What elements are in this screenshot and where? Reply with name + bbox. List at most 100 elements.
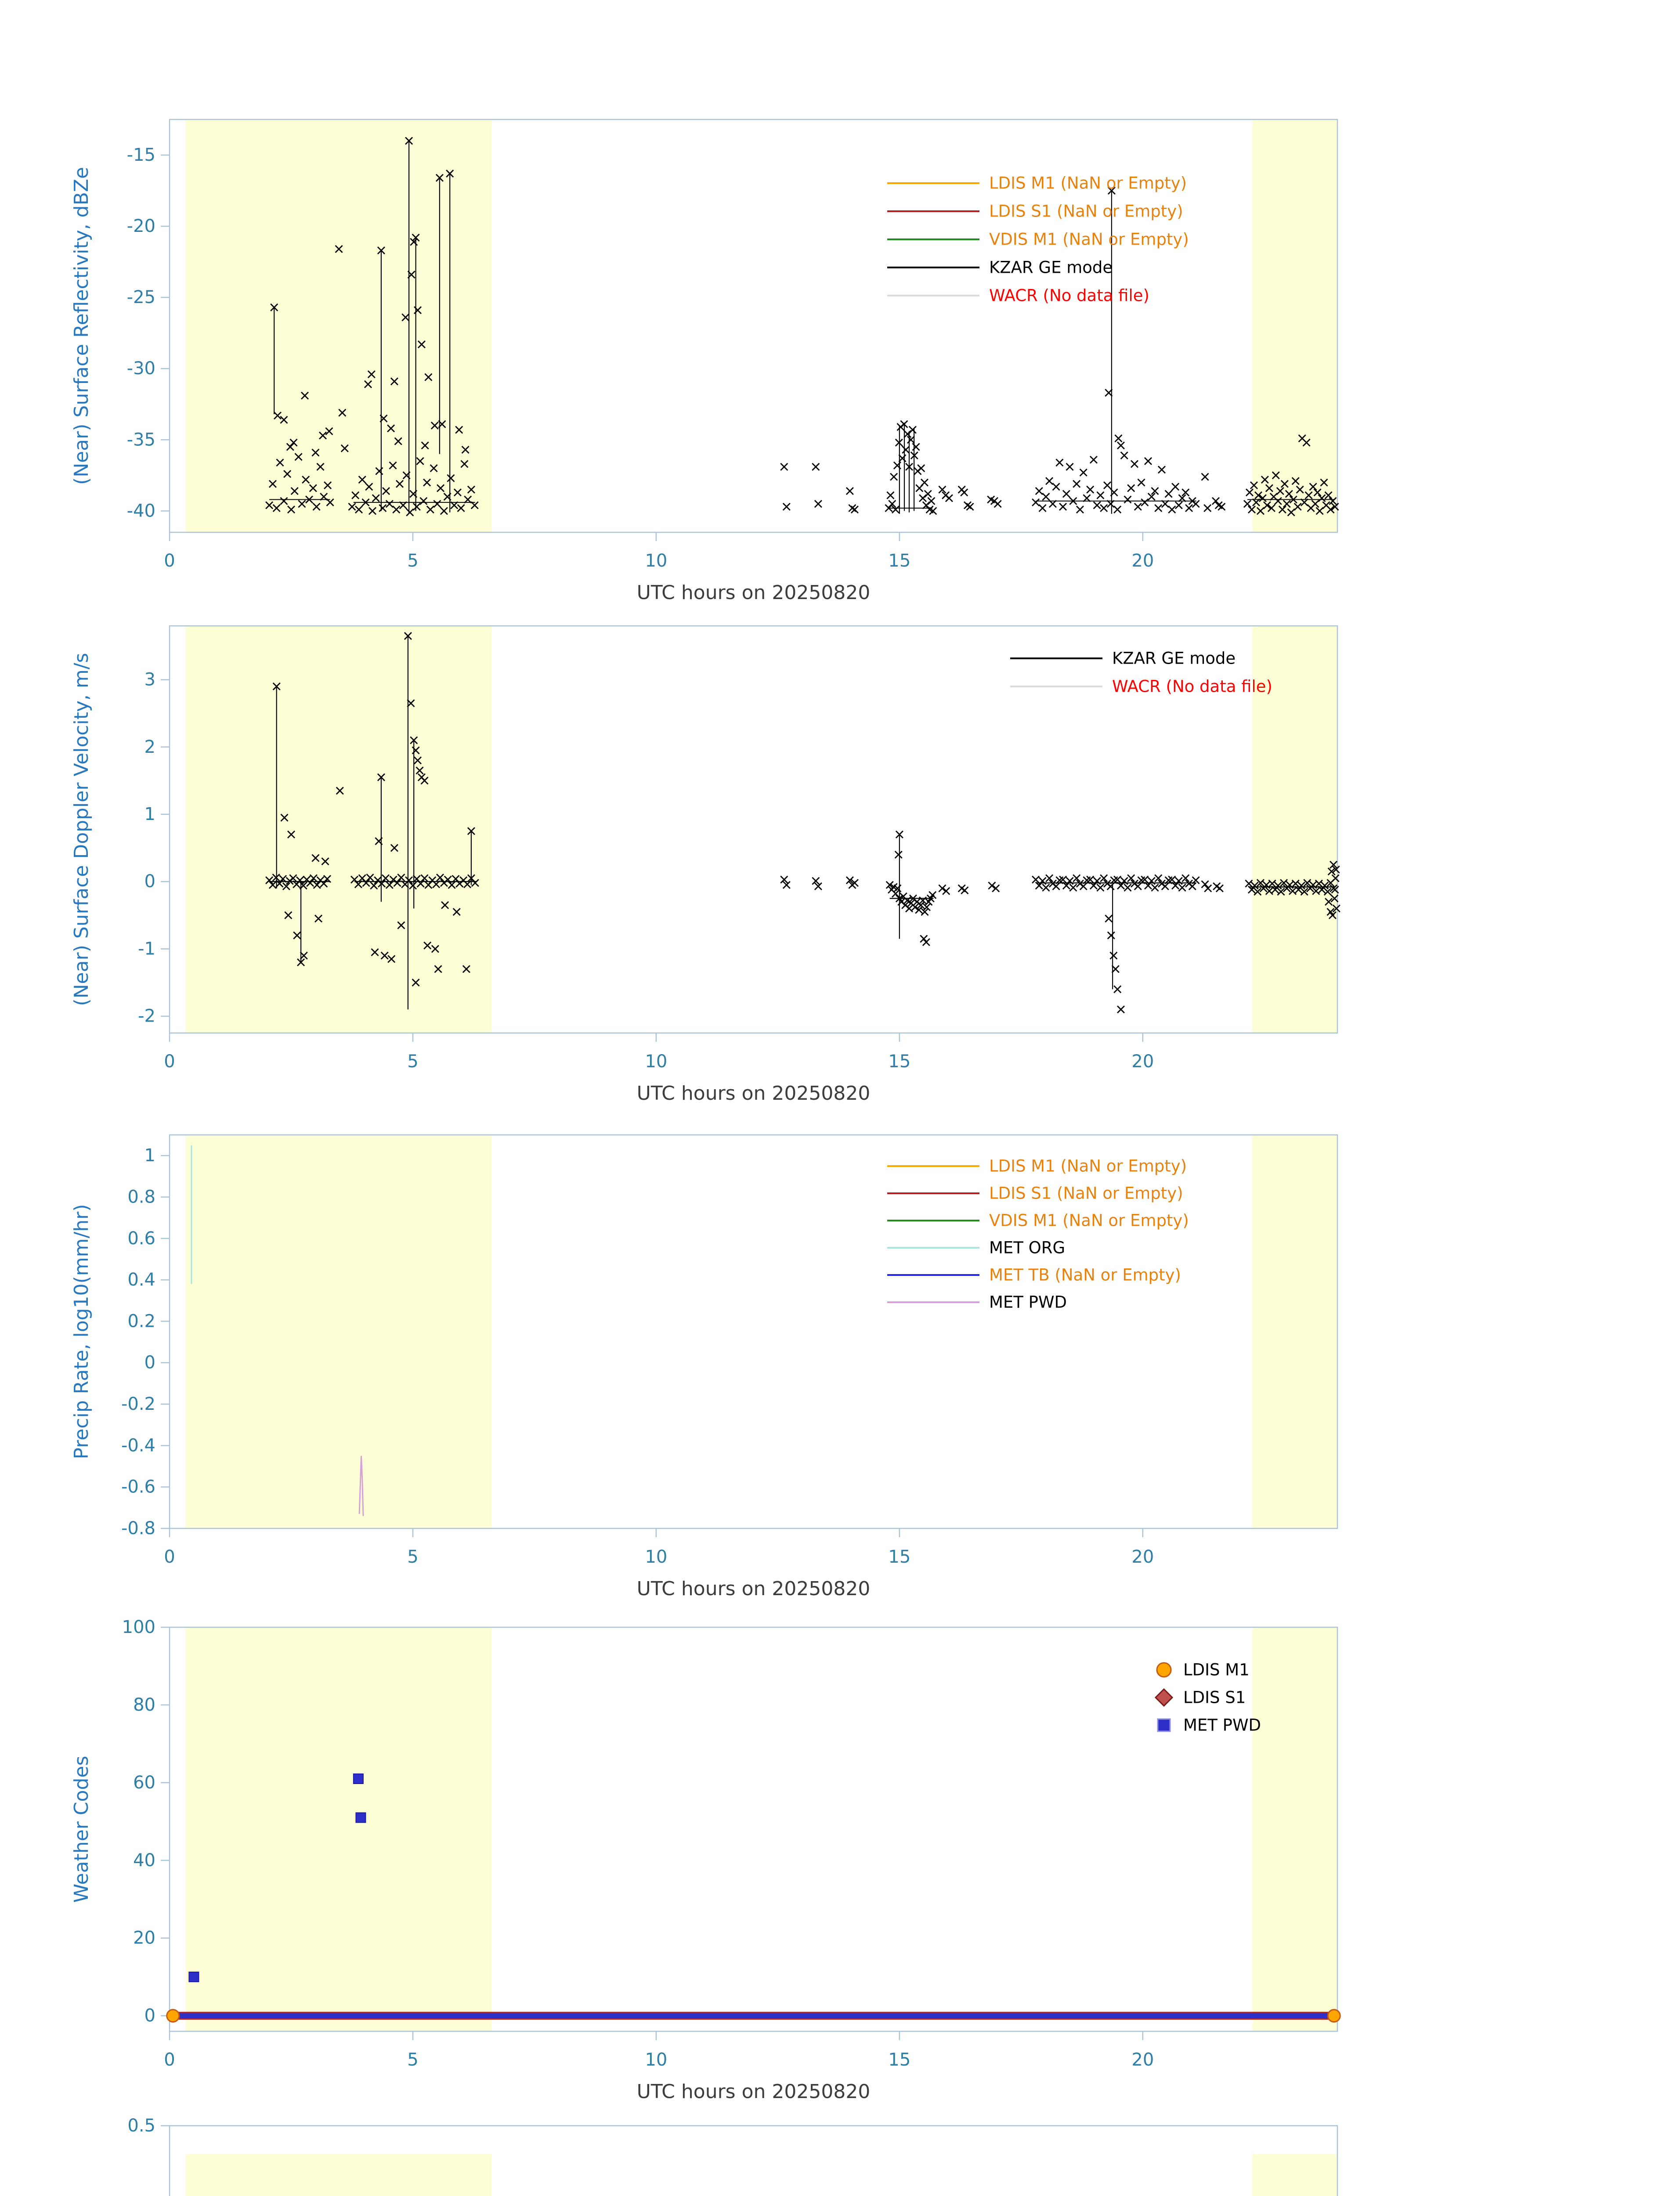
shaded-time-band xyxy=(185,119,492,532)
x-tick-label: 15 xyxy=(888,1051,910,1072)
y-tick-label: 100 xyxy=(122,1617,155,1637)
x-tick-label: 5 xyxy=(407,551,418,571)
y-tick-label: -40 xyxy=(127,501,155,521)
x-tick-label: 20 xyxy=(1131,1051,1154,1072)
y-tick-label: -0.8 xyxy=(121,1518,155,1539)
legend-weather-codes: LDIS M1 LDIS S1 MET PWD xyxy=(1154,1661,1261,1735)
series-ldis-m1-codes xyxy=(1327,2009,1341,2023)
y-tick-label: 2 xyxy=(145,737,155,757)
y-tick-label: 0.8 xyxy=(127,1187,155,1207)
legend-label: MET PWD xyxy=(989,1293,1067,1312)
legend-label: KZAR GE mode xyxy=(1112,649,1236,668)
x-axis-label: UTC hours on 20250820 xyxy=(637,582,871,604)
legend-square-swatch xyxy=(1157,1718,1171,1732)
legend-doppler-velocity: KZAR GE mode WACR (No data file) xyxy=(1010,649,1272,696)
shaded-time-band xyxy=(185,626,492,1033)
x-tick-label: 15 xyxy=(888,1547,910,1567)
y-tick-label: 0.4 xyxy=(127,1270,155,1290)
y-tick-label: 40 xyxy=(133,1850,155,1871)
legend-circle-swatch xyxy=(1156,1662,1172,1678)
axes-box xyxy=(169,1626,1338,2032)
y-tick-label: 80 xyxy=(133,1695,155,1715)
legend-label: LDIS S1 (NaN or Empty) xyxy=(989,1184,1183,1203)
legend-label: MET ORG xyxy=(989,1239,1065,1257)
legend-label: WACR (No data file) xyxy=(1112,677,1272,696)
y-axis-label: Precip Rate, log10(mm/hr) xyxy=(70,1204,93,1459)
y-axis-label: Weather Codes xyxy=(70,1756,93,1903)
y-tick-label: -20 xyxy=(127,216,155,236)
shaded-time-band xyxy=(1252,1627,1337,2031)
y-tick-label: 0 xyxy=(145,871,155,892)
series-kzar-ge-mode-spikes xyxy=(276,636,1113,1010)
y-tick-label: -1 xyxy=(138,939,155,959)
x-tick-label: 10 xyxy=(645,551,667,571)
legend-label: LDIS S1 (NaN or Empty) xyxy=(989,202,1183,221)
legend-diamond-swatch xyxy=(1154,1688,1174,1707)
x-tick-label: 15 xyxy=(888,551,910,571)
shaded-time-band xyxy=(1252,119,1337,532)
legend-label: LDIS M1 xyxy=(1183,1661,1250,1680)
y-tick-label: -0.2 xyxy=(121,1394,155,1414)
series-met-pwd-codes xyxy=(355,1812,366,1823)
y-tick-label: -0.4 xyxy=(121,1435,155,1456)
x-tick-label: 5 xyxy=(407,2050,418,2070)
x-axis-label: UTC hours on 20250820 xyxy=(637,1578,871,1600)
legend-reflectivity: LDIS M1 (NaN or Empty) LDIS S1 (NaN or Em… xyxy=(887,174,1189,305)
legend-label: LDIS S1 xyxy=(1183,1688,1246,1707)
y-tick-label: -30 xyxy=(127,358,155,379)
legend-label: MET PWD xyxy=(1183,1716,1261,1735)
series-kzar-ge-mode-trace xyxy=(269,881,1336,899)
y-tick-label: 0.2 xyxy=(127,1311,155,1331)
y-tick-label: 1 xyxy=(145,1145,155,1166)
x-tick-label: 20 xyxy=(1131,2050,1154,2070)
x-tick-label: 10 xyxy=(645,1051,667,1072)
x-tick-label: 0 xyxy=(164,1051,175,1072)
legend-label: LDIS M1 (NaN or Empty) xyxy=(989,174,1187,193)
legend-precip-rate: LDIS M1 (NaN or Empty) LDIS S1 (NaN or Em… xyxy=(887,1157,1189,1312)
legend-label: LDIS M1 (NaN or Empty) xyxy=(989,1157,1187,1176)
y-axis-label: (Near) Surface Doppler Velocity, m/s xyxy=(70,653,93,1006)
y-tick-label: 20 xyxy=(133,1928,155,1948)
shaded-time-band xyxy=(185,2154,492,2196)
y-tick-label: 0 xyxy=(145,2006,155,2026)
legend-label: MET TB (NaN or Empty) xyxy=(989,1266,1181,1285)
shaded-time-band xyxy=(185,1135,492,1528)
y-tick-label: 3 xyxy=(145,670,155,690)
y-tick-label: 1 xyxy=(145,804,155,824)
shaded-time-band xyxy=(1252,1135,1337,1528)
series-met-pwd-codes xyxy=(188,1972,199,1983)
y-tick-label: 60 xyxy=(133,1773,155,1793)
series-kzar-ge-mode-markers xyxy=(265,632,1340,1014)
x-axis-label: UTC hours on 20250820 xyxy=(637,1082,871,1105)
axes-box xyxy=(169,119,1338,533)
x-tick-label: 20 xyxy=(1131,1547,1154,1567)
series-kzar-ge-mode-spikes xyxy=(274,141,1112,514)
shaded-time-band xyxy=(1252,626,1337,1033)
y-tick-label: 0.6 xyxy=(127,1228,155,1249)
axes-box xyxy=(169,1134,1338,1529)
series-kzar-ge-mode-trace xyxy=(269,499,1335,509)
y-tick-label: -35 xyxy=(127,430,155,450)
x-axis-label: UTC hours on 20250820 xyxy=(637,2080,871,2103)
legend-label: WACR (No data file) xyxy=(989,286,1149,305)
y-axis-label: (Near) Surface Reflectivity, dBZe xyxy=(70,167,93,485)
series-ldis-m1-codes xyxy=(166,2009,180,2023)
y-tick-label: -15 xyxy=(127,145,155,165)
axes-box xyxy=(169,2125,1338,2196)
x-tick-label: 0 xyxy=(164,1547,175,1567)
y-tick-label: -2 xyxy=(138,1006,155,1026)
series-met-pwd-zero-band xyxy=(170,2013,1337,2019)
legend-label: VDIS M1 (NaN or Empty) xyxy=(989,230,1189,249)
x-tick-label: 15 xyxy=(888,2050,910,2070)
y-tick-label: 0.5 xyxy=(127,2116,155,2136)
x-tick-label: 10 xyxy=(645,2050,667,2070)
x-tick-label: 0 xyxy=(164,551,175,571)
panel-reflectivity: 0 5 10 15 20 -40 -35 -30 -25 -20 -15 (Near) Surface… xyxy=(70,119,1339,604)
series-met-pwd-codes xyxy=(353,1773,364,1784)
panel-doppler-velocity: 0 5 10 15 20 -2 -1 0 1 2 3 (Near) Surface Doppler V… xyxy=(70,625,1340,1105)
x-tick-label: 5 xyxy=(407,1547,418,1567)
shaded-time-band xyxy=(1252,2154,1337,2196)
